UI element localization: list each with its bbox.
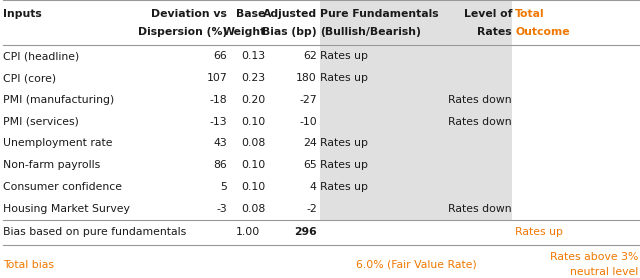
Text: CPI (headline): CPI (headline) (3, 51, 79, 61)
Text: Rates up: Rates up (320, 73, 368, 83)
Text: -13: -13 (209, 117, 227, 127)
Text: Bias based on pure fundamentals: Bias based on pure fundamentals (3, 227, 186, 237)
Text: -3: -3 (216, 204, 227, 214)
Text: 4: 4 (310, 182, 317, 192)
Text: Adjusted: Adjusted (262, 9, 317, 19)
Text: CPI (core): CPI (core) (3, 73, 56, 83)
Text: Rates: Rates (477, 27, 512, 37)
Text: -10: -10 (299, 117, 317, 127)
Text: 65: 65 (303, 160, 317, 170)
Text: 180: 180 (296, 73, 317, 83)
Text: 0.23: 0.23 (241, 73, 266, 83)
Text: Rates down: Rates down (449, 117, 512, 127)
Text: 0.20: 0.20 (241, 95, 266, 105)
Text: 0.10: 0.10 (241, 160, 266, 170)
Text: -18: -18 (209, 95, 227, 105)
Text: 5: 5 (220, 182, 227, 192)
Text: Pure Fundamentals: Pure Fundamentals (320, 9, 438, 19)
Text: 0.10: 0.10 (241, 117, 266, 127)
Text: Total bias: Total bias (3, 259, 54, 269)
Text: Bias (bp): Bias (bp) (262, 27, 317, 37)
Text: PMI (services): PMI (services) (3, 117, 79, 127)
Text: Rates up: Rates up (320, 51, 368, 61)
Text: 296: 296 (294, 227, 317, 237)
Text: Outcome: Outcome (515, 27, 570, 37)
Text: 62: 62 (303, 51, 317, 61)
Text: -2: -2 (306, 204, 317, 214)
Text: Dispersion (%): Dispersion (%) (138, 27, 227, 37)
Bar (320, 0, 512, 46)
Text: 43: 43 (214, 138, 227, 148)
Text: 66: 66 (214, 51, 227, 61)
Text: PMI (manufacturing): PMI (manufacturing) (3, 95, 115, 105)
Text: Rates down: Rates down (449, 204, 512, 214)
Text: 1.00: 1.00 (236, 227, 260, 237)
Text: 0.08: 0.08 (241, 138, 266, 148)
Text: Non-farm payrolls: Non-farm payrolls (3, 160, 100, 170)
Text: 107: 107 (207, 73, 227, 83)
Text: Rates up: Rates up (320, 160, 368, 170)
Text: 86: 86 (214, 160, 227, 170)
Text: Rates above 3%: Rates above 3% (550, 252, 639, 262)
Text: Base: Base (236, 9, 266, 19)
Text: 0.10: 0.10 (241, 182, 266, 192)
Text: (Bullish/Bearish): (Bullish/Bearish) (320, 27, 421, 37)
Text: 6.0% (Fair Value Rate): 6.0% (Fair Value Rate) (356, 259, 476, 269)
Text: Rates up: Rates up (320, 138, 368, 148)
Text: -27: -27 (299, 95, 317, 105)
Bar (320, 46, 512, 220)
Text: Rates up: Rates up (515, 227, 563, 237)
Text: Rates up: Rates up (320, 182, 368, 192)
Text: 0.08: 0.08 (241, 204, 266, 214)
Text: 24: 24 (303, 138, 317, 148)
Text: Weight: Weight (222, 27, 266, 37)
Text: Rates down: Rates down (449, 95, 512, 105)
Text: Consumer confidence: Consumer confidence (3, 182, 122, 192)
Text: neutral level: neutral level (570, 267, 639, 277)
Text: Level of: Level of (463, 9, 512, 19)
Text: Housing Market Survey: Housing Market Survey (3, 204, 130, 214)
Text: Inputs: Inputs (3, 9, 42, 19)
Text: Deviation vs: Deviation vs (151, 9, 227, 19)
Text: Total: Total (515, 9, 545, 19)
Text: 0.13: 0.13 (241, 51, 266, 61)
Text: Unemployment rate: Unemployment rate (3, 138, 113, 148)
